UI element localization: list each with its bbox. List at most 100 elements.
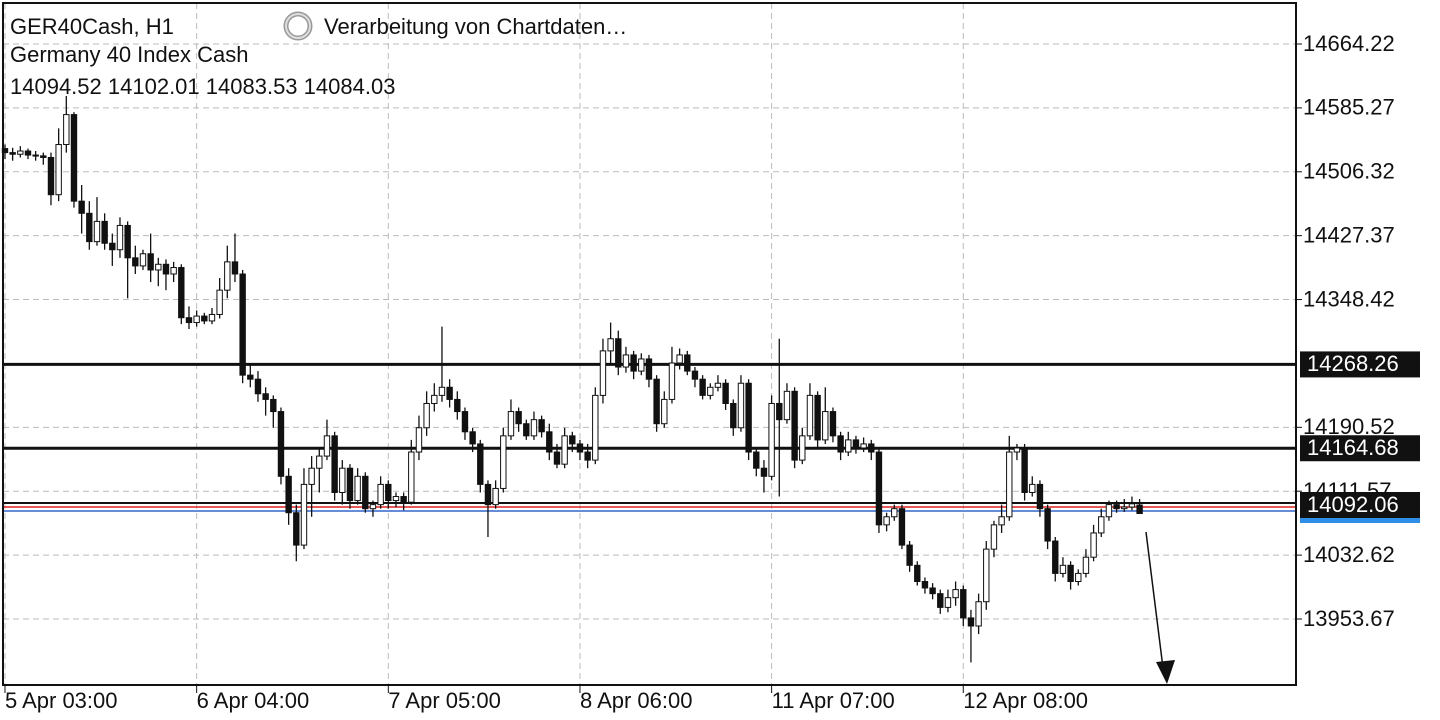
y-tick-label: 13953.67 (1303, 606, 1395, 631)
candle-body (914, 564, 921, 583)
candle-body (185, 317, 193, 324)
candle-body (431, 394, 438, 404)
candle-body (507, 411, 515, 437)
candle-body (760, 467, 768, 477)
chart-subtitle: Germany 40 Index Cash (10, 42, 248, 67)
candle-body (960, 589, 967, 619)
candle-body (63, 114, 70, 146)
candle-body (645, 358, 653, 380)
ohlc-close: 14084.03 (304, 74, 396, 99)
candle-body (316, 455, 323, 469)
candle-body (776, 402, 783, 421)
candle-body (392, 496, 400, 502)
x-tick-label: 5 Apr 03:00 (5, 688, 118, 713)
plot-border (2, 2, 1297, 686)
candle-body (1128, 503, 1136, 508)
candle-body (454, 398, 461, 413)
candle-body (615, 338, 622, 368)
x-tick-label: 7 Apr 05:00 (388, 688, 501, 713)
ohlc-low: 14083.53 (206, 74, 298, 99)
candle-body (155, 263, 162, 271)
level-label-bg (1300, 435, 1420, 462)
candle-body (116, 224, 124, 251)
candle-body (707, 386, 714, 396)
y-tick-label: 14348.42 (1303, 286, 1395, 311)
candle-body (990, 524, 998, 550)
candle-body (745, 382, 752, 453)
candle-body (277, 411, 285, 477)
candle-body (201, 315, 208, 322)
candle-body (423, 402, 430, 429)
candle-body (814, 394, 821, 441)
candle-body (599, 350, 607, 396)
candle-body (86, 212, 93, 243)
candle-body (668, 362, 676, 400)
candle-body (331, 435, 338, 493)
ohlc-readout: 14094.52 14102.01 14083.53 14084.03 (10, 74, 395, 99)
status-text: Verarbeitung von Chartdaten… (324, 14, 627, 39)
candle-body (722, 382, 729, 404)
candle-body (208, 313, 216, 322)
candle-body (676, 354, 683, 364)
level-label: 14164.68 (1307, 435, 1399, 460)
candle-body (500, 435, 507, 489)
y-tick-label: 14506.32 (1303, 159, 1395, 184)
candle-body (385, 483, 392, 502)
candle-body (9, 152, 16, 155)
candle-body (714, 382, 722, 388)
candle-body (875, 451, 883, 526)
candle-body (461, 411, 469, 433)
candle-body (438, 386, 446, 396)
candle-body (55, 144, 62, 196)
arrow-line (1145, 531, 1164, 669)
candle-body (369, 504, 377, 510)
candle-body (346, 467, 354, 502)
candle-body (1013, 447, 1021, 453)
candle-body (607, 338, 614, 352)
candle-body (837, 435, 844, 453)
x-tick-label: 11 Apr 07:00 (772, 688, 895, 713)
bid-label: 14092.06 (1307, 492, 1399, 517)
y-tick-label: 14032.62 (1303, 542, 1395, 567)
chart-title: GER40Cash, H1 (10, 14, 174, 39)
candle-body (1075, 572, 1082, 583)
candle-body (1136, 504, 1143, 515)
x-tick-label: 12 Apr 08:00 (963, 688, 1088, 713)
candle-body (70, 114, 78, 202)
candle-body (323, 435, 331, 457)
candle-body (967, 617, 975, 627)
candle-body (852, 439, 860, 449)
candle-body (262, 393, 269, 400)
candle-body (553, 451, 561, 465)
candle-body (1082, 556, 1090, 574)
candle-body (1067, 564, 1074, 583)
candle-body (354, 475, 361, 502)
candle-body (193, 315, 200, 324)
candle-body (783, 390, 791, 421)
candle-body (139, 253, 147, 267)
candle-body (224, 261, 231, 291)
candle-body (753, 451, 760, 469)
candle-body (822, 411, 829, 441)
candle-body (1113, 504, 1120, 510)
candle-body (592, 394, 599, 461)
candle-body (561, 435, 568, 465)
candle-body (377, 483, 384, 506)
candle-body (231, 261, 239, 275)
candle-body (523, 423, 530, 437)
y-tick-label: 14427.37 (1303, 222, 1395, 247)
candle-body (216, 289, 223, 315)
candle-body (546, 431, 553, 453)
candle-body (124, 224, 131, 259)
candle-body (415, 427, 423, 453)
candle-body (921, 581, 929, 589)
candle-body (1121, 506, 1128, 510)
candle-body (78, 200, 85, 214)
candle-body (162, 263, 170, 275)
x-tick-label: 6 Apr 04:00 (197, 688, 310, 713)
candle-body (891, 508, 898, 518)
ohlc-high: 14102.01 (108, 74, 200, 99)
candle-body (1021, 447, 1028, 493)
candle-body (285, 475, 292, 514)
